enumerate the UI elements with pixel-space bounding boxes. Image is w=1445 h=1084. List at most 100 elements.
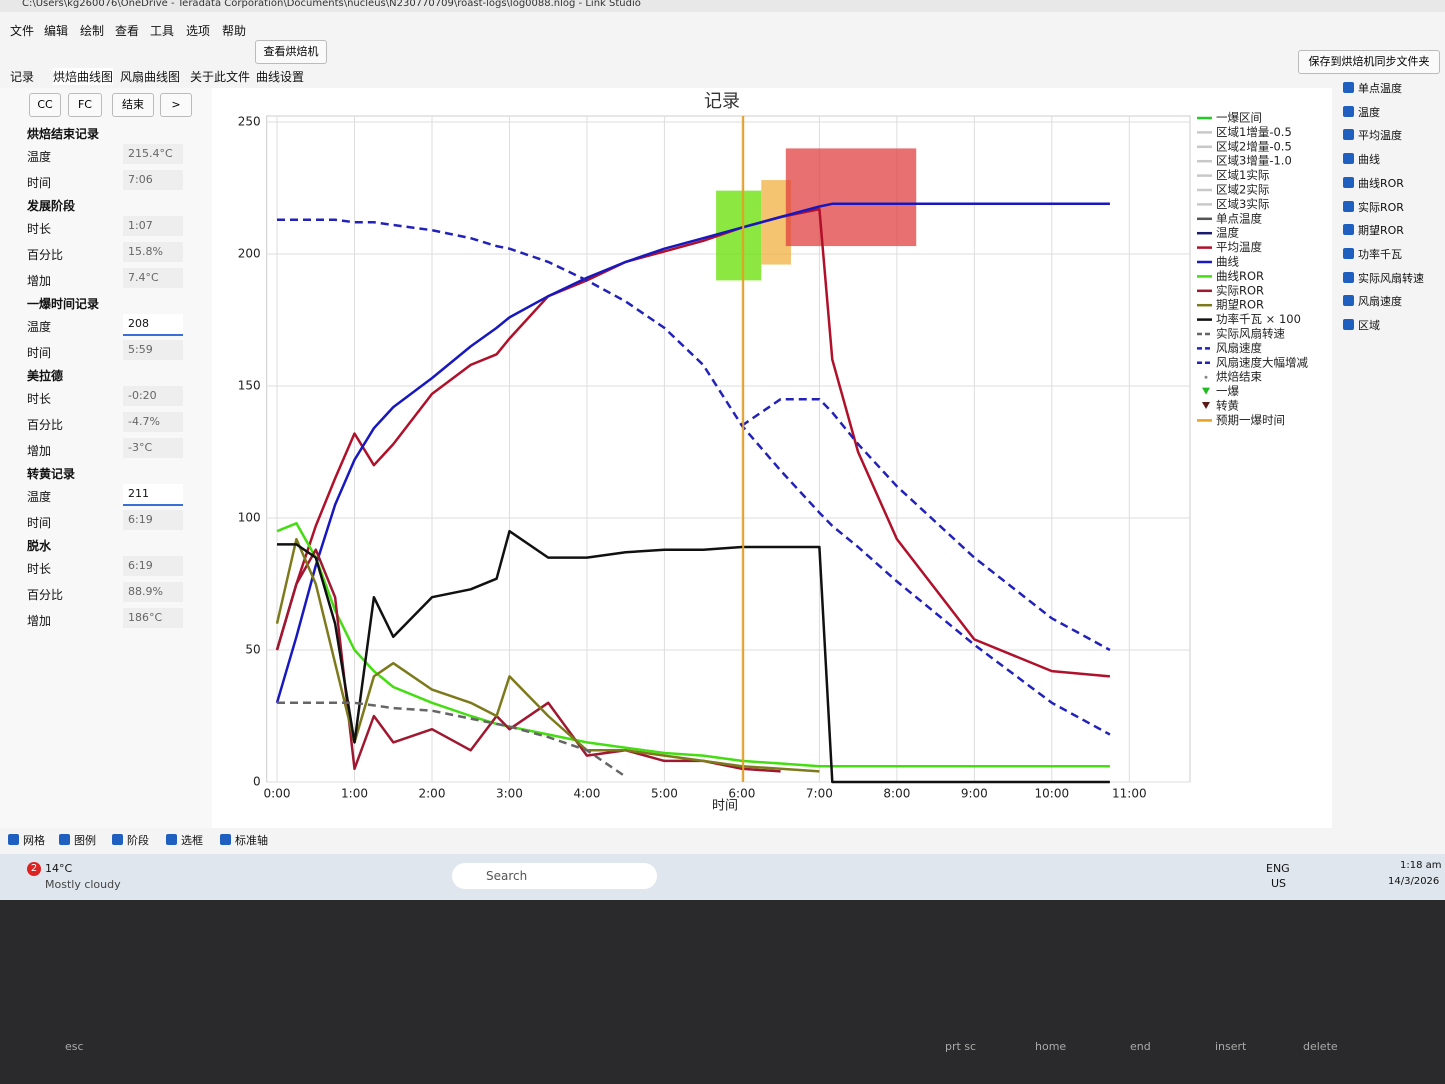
checkbox[interactable] [1343,295,1354,307]
panel-button[interactable]: > [160,93,192,117]
series-line [276,522,1110,768]
toggle-label: 区域 [1358,319,1380,332]
checkbox[interactable] [1343,271,1354,283]
checkbox[interactable] [220,834,231,845]
x-tick-label: 0:00 [264,787,291,801]
x-tick-label: 11:00 [1112,787,1147,801]
x-tick-label: 10:00 [1035,787,1070,801]
toggle[interactable]: 期望ROR [1343,222,1404,238]
field-label: 时长 [27,562,52,576]
checkbox[interactable] [1343,247,1354,259]
legend-label: 曲线ROR [1216,269,1264,283]
menu-item[interactable]: 绘制 [80,24,105,38]
menu-item[interactable]: 帮助 [222,24,247,38]
toggle[interactable]: 曲线 [1343,151,1380,167]
toggle[interactable]: 平均温度 [1343,127,1402,143]
checkbox[interactable] [1343,176,1354,188]
option[interactable]: 阶段 [112,832,149,848]
menu-item[interactable]: 编辑 [44,24,69,38]
checkbox[interactable] [59,834,70,845]
option[interactable]: 标准轴 [220,832,268,848]
field-value[interactable]: 208 [123,314,183,336]
save-button[interactable]: 保存到烘焙机同步文件夹 [1298,50,1440,74]
x-tick-label: 2:00 [419,787,446,801]
toggle[interactable]: 风扇速度 [1343,293,1402,309]
y-tick-label: 0 [253,775,261,789]
field-label: 时长 [27,392,52,406]
toggle-label: 平均温度 [1358,129,1402,143]
toggle[interactable]: 单点温度 [1343,80,1402,96]
checkbox[interactable] [1343,319,1354,330]
checkbox[interactable] [166,834,177,845]
language: US [1271,877,1287,890]
field-label: 时间 [27,516,52,530]
field-value: -3°C [123,438,183,458]
panel-button[interactable]: FC [68,93,102,117]
window-title: C:\Users\kg260076\OneDrive - Teradata Co… [22,0,641,9]
taskbar [0,854,1445,900]
legend-label: 区域2增量-0.5 [1216,139,1292,153]
field-value: 15.8% [123,242,183,262]
toggle-label: 期望ROR [1358,224,1404,238]
clock: 14/3/2026 [1388,876,1440,887]
tab[interactable]: 烘焙曲线图 [53,68,114,85]
toggle-label: 实际风扇转速 [1358,271,1424,285]
x-tick-label: 5:00 [651,787,678,801]
x-tick-label: 9:00 [961,787,988,801]
toggle[interactable]: 曲线ROR [1343,175,1404,191]
legend-icon [1202,402,1210,409]
option-label: 网格 [23,834,45,847]
toggle[interactable]: 实际风扇转速 [1343,270,1424,286]
checkbox[interactable] [1343,200,1354,212]
field-value[interactable]: 211 [123,484,183,506]
option[interactable]: 网格 [8,832,45,848]
tab[interactable]: 记录 [10,70,35,84]
section-heading: 一爆时间记录 [27,297,100,311]
tab[interactable]: 关于此文件 [190,70,251,84]
tab[interactable]: 风扇曲线图 [120,70,181,84]
toolbar-wrap: 查看烘焙机 [255,40,327,64]
legend-label: 区域1增量-0.5 [1216,125,1292,139]
menu-item[interactable]: 查看 [115,24,140,38]
clock: 1:18 am [1400,860,1442,871]
option[interactable]: 图例 [59,832,96,848]
field-value: 7:06 [123,170,183,190]
toggle-label: 曲线ROR [1358,176,1404,190]
legend-label: 区域2实际 [1216,183,1269,197]
checkbox[interactable] [8,834,19,845]
toggle[interactable]: 功率千瓦 [1343,246,1402,262]
weather-temp: 14°C [45,862,73,875]
y-tick-label: 250 [238,115,261,129]
field-value: 6:19 [123,556,183,576]
series-line [275,202,1110,704]
field-label: 增加 [27,444,52,458]
toolbar-button[interactable]: 查看烘焙机 [255,40,327,64]
section-heading: 美拉德 [27,369,64,383]
checkbox[interactable] [1343,82,1354,93]
checkbox[interactable] [1343,105,1354,117]
legend-label: 实际ROR [1216,283,1264,297]
toggle[interactable]: 实际ROR [1343,199,1404,215]
checkbox[interactable] [1343,153,1354,165]
search-box[interactable]: Search [452,863,657,889]
option[interactable]: 选框 [166,832,203,848]
field-label: 百分比 [27,248,64,262]
panel-button[interactable]: CC [29,93,61,117]
menu-item[interactable]: 选项 [186,24,211,38]
checkbox[interactable] [1343,224,1354,236]
panel-button[interactable]: 结束 [112,93,154,117]
option-label: 阶段 [127,834,149,847]
toggle-label: 温度 [1358,105,1380,119]
legend-label: 烘焙结束 [1216,370,1262,384]
x-tick-label: 4:00 [573,787,600,801]
menu-item[interactable]: 工具 [150,24,175,38]
checkbox[interactable] [1343,129,1354,141]
tab[interactable]: 曲线设置 [256,70,305,84]
checkbox[interactable] [112,834,123,845]
toggle[interactable]: 区域 [1343,317,1380,333]
x-tick-label: 3:00 [496,787,523,801]
field-value: 7.4°C [123,268,183,288]
toggle[interactable]: 温度 [1343,104,1380,120]
field-value: -4.7% [123,412,183,432]
menu-item[interactable]: 文件 [10,24,35,38]
